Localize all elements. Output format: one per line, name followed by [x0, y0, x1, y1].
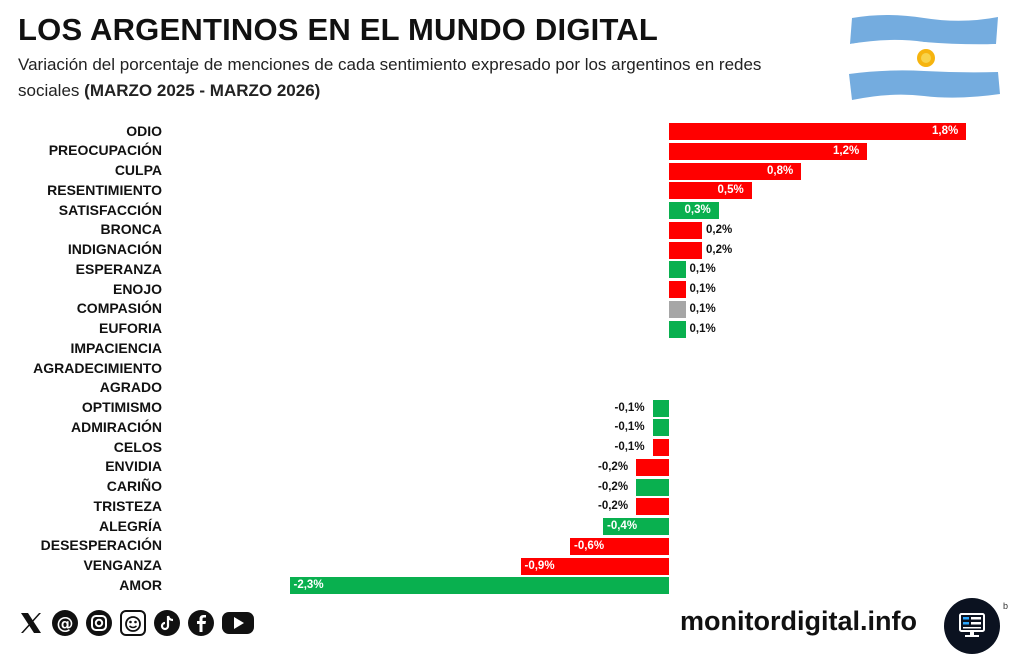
monitor-icon	[959, 613, 985, 637]
data-label: 1,8%	[932, 125, 959, 137]
page-title: LOS ARGENTINOS EN EL MUNDO DIGITAL	[18, 12, 659, 47]
category-label: CARIÑO	[106, 478, 162, 494]
category-label: BRONCA	[100, 221, 162, 238]
category-label: ODIO	[126, 122, 162, 139]
instagram-icon[interactable]	[84, 608, 114, 638]
category-label: TRISTEZA	[93, 497, 162, 514]
bar	[520, 557, 669, 575]
category-label: AMOR	[119, 576, 162, 593]
category-label: RESENTIMIENTO	[47, 181, 162, 198]
data-label: -0,1%	[614, 441, 645, 453]
bar	[669, 162, 801, 180]
category-label: AGRADO	[99, 379, 162, 396]
data-label: -0,6%	[574, 539, 605, 552]
page-subtitle: Variación del porcentaje de menciones de…	[18, 52, 798, 104]
data-label: 1,2%	[833, 144, 860, 157]
bar	[636, 478, 669, 496]
subtitle-period: (MARZO 2025 - MARZO 2026)	[84, 81, 321, 100]
data-label: 0,1%	[689, 263, 716, 276]
data-label: -0,2%	[598, 500, 629, 513]
tiktok-icon[interactable]	[152, 608, 182, 638]
bar	[636, 458, 669, 476]
category-label: ADMIRACIÓN	[71, 418, 162, 435]
bar	[669, 202, 719, 219]
data-label: 0,2%	[706, 243, 733, 256]
bar	[669, 182, 752, 200]
bar	[652, 399, 669, 417]
data-label: 0,1%	[689, 283, 716, 295]
subtitle-text: Variación del porcentaje de menciones de…	[18, 55, 762, 100]
category-label: AGRADECIMIENTO	[33, 359, 162, 376]
category-label: COMPASIÓN	[76, 300, 162, 317]
data-label: 0,1%	[689, 302, 716, 315]
bar	[669, 241, 702, 259]
data-label: -0,1%	[614, 401, 645, 414]
data-label: 0,5%	[717, 184, 744, 197]
category-label: VENGANZA	[83, 557, 162, 573]
data-label: 0,2%	[706, 223, 733, 236]
bar	[669, 320, 686, 338]
social-icons: @	[16, 608, 256, 638]
bar	[652, 419, 669, 437]
data-label: -0,4%	[607, 520, 638, 532]
category-label: EUFORIA	[99, 320, 162, 336]
category-label: SATISFACCIÓN	[58, 201, 162, 218]
bar	[669, 300, 686, 318]
bar	[669, 221, 702, 239]
data-label: 0,3%	[684, 204, 711, 216]
bar	[603, 518, 669, 535]
category-label: CULPA	[114, 162, 162, 178]
category-label: OPTIMISMO	[81, 399, 162, 415]
data-label: -0,9%	[524, 559, 555, 572]
category-label: CELOS	[113, 438, 162, 455]
youtube-icon[interactable]	[220, 608, 256, 638]
category-label: ENOJO	[112, 280, 162, 297]
bar	[669, 123, 966, 140]
x-icon[interactable]	[16, 608, 46, 638]
bar	[669, 261, 686, 279]
facebook-icon[interactable]	[186, 608, 216, 638]
bar	[289, 577, 669, 595]
argentina-flag-icon	[849, 15, 1000, 100]
data-label: 0,8%	[767, 164, 794, 177]
category-label: ESPERANZA	[75, 260, 162, 277]
meme-icon[interactable]	[118, 608, 148, 638]
website-url[interactable]: monitordigital.info	[680, 606, 917, 636]
bar	[669, 281, 686, 298]
bar	[570, 537, 669, 555]
category-label: PREOCUPACIÓN	[48, 142, 162, 159]
bar	[652, 439, 669, 456]
data-label: -2,3%	[293, 579, 324, 592]
bar	[636, 498, 669, 516]
monitor-logo	[944, 598, 1000, 654]
threads-icon[interactable]: @	[50, 608, 80, 638]
data-label: 0,1%	[689, 322, 716, 335]
category-label: INDIGNACIÓN	[67, 241, 162, 257]
data-label: -0,2%	[598, 480, 629, 493]
bar	[669, 142, 867, 160]
category-label: ENVIDIA	[105, 458, 162, 475]
category-label: ALEGRÍA	[99, 517, 162, 534]
data-label: -0,2%	[598, 460, 629, 473]
category-label: IMPACIENCIA	[70, 339, 162, 356]
data-label: -0,1%	[614, 421, 645, 434]
category-label: DESESPERACIÓN	[40, 537, 162, 554]
corner-mark: b	[1003, 601, 1009, 611]
svg-text:@: @	[57, 614, 74, 634]
